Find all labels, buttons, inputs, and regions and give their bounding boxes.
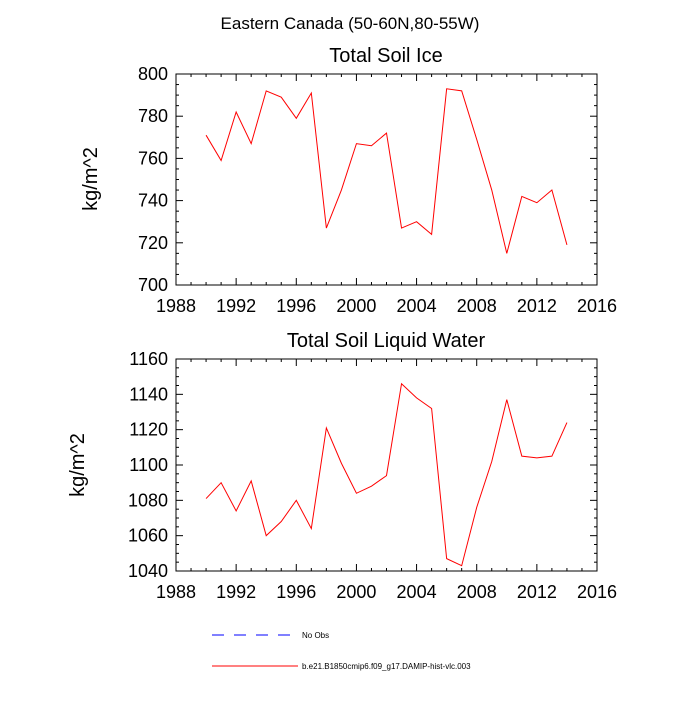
y-tick-label: 700 — [138, 275, 168, 295]
figure-suptitle: Eastern Canada (50-60N,80-55W) — [221, 14, 480, 33]
panel-total-soil-ice: Total Soil Ice kg/m^2 1988 1992 1996 2000 20… — [80, 45, 617, 316]
y-tick-label: 1160 — [129, 349, 168, 369]
x-tick-label: 1988 — [156, 582, 196, 602]
y-axis-label: kg/m^2 — [67, 433, 89, 497]
plot-frame — [176, 74, 597, 285]
y-tick-label: 1040 — [128, 561, 168, 581]
y-axis-label: kg/m^2 — [80, 147, 102, 211]
panel-title: Total Soil Liquid Water — [287, 330, 486, 352]
x-tick-label: 2004 — [397, 582, 437, 602]
legend: No Obs b.e21.B1850cmip6.f09_g17.DAMIP-hi… — [212, 631, 471, 671]
x-tick-label: 1992 — [216, 296, 256, 316]
plot-frame — [176, 359, 597, 571]
legend-label-model: b.e21.B1850cmip6.f09_g17.DAMIP-hist-vlc.… — [302, 662, 471, 671]
y-tick-label: 760 — [138, 148, 168, 168]
x-tick-label: 1996 — [276, 582, 316, 602]
panel-total-soil-liquid-water: Total Soil Liquid Water kg/m^2 1988 1992 1… — [67, 330, 617, 602]
x-tick-label: 2012 — [517, 582, 557, 602]
y-tick-label: 720 — [138, 233, 168, 253]
y-tick-label: 1120 — [129, 420, 168, 440]
x-tick-label: 2000 — [336, 582, 376, 602]
legend-label-no-obs: No Obs — [302, 631, 329, 640]
x-tick-label: 2008 — [457, 582, 497, 602]
x-tick-label: 1988 — [156, 296, 196, 316]
y-tick-label: 1060 — [128, 526, 168, 546]
series-line-model — [206, 384, 567, 566]
x-tick-label: 2008 — [457, 296, 497, 316]
panel-title: Total Soil Ice — [329, 45, 442, 67]
y-tick-label: 1100 — [129, 455, 168, 475]
y-tick-label: 1080 — [128, 490, 168, 510]
x-tick-label: 2000 — [336, 296, 376, 316]
x-tick-label: 1996 — [276, 296, 316, 316]
x-tick-label: 2016 — [577, 582, 617, 602]
x-tick-label: 2004 — [397, 296, 437, 316]
y-tick-label: 1140 — [129, 384, 168, 404]
series-line-model — [206, 89, 567, 254]
x-tick-label: 2012 — [517, 296, 557, 316]
x-tick-label: 1992 — [216, 582, 256, 602]
y-tick-label: 800 — [138, 64, 168, 84]
x-tick-label: 2016 — [577, 296, 617, 316]
y-tick-label: 740 — [138, 191, 168, 211]
y-tick-label: 780 — [138, 106, 168, 126]
